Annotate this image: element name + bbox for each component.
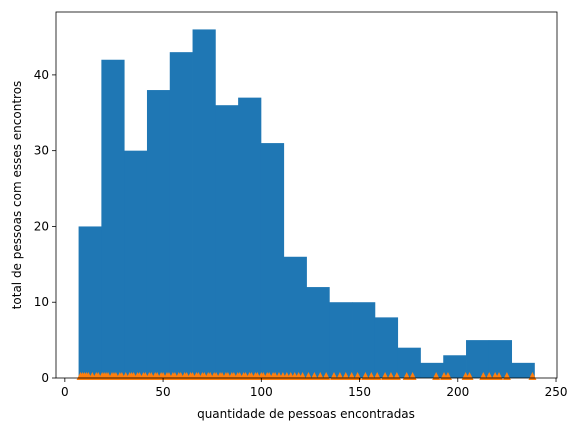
histogram-bar bbox=[101, 59, 125, 379]
histogram-bar bbox=[397, 347, 421, 378]
x-tick-label: 250 bbox=[545, 385, 568, 399]
histogram-bars bbox=[78, 29, 535, 379]
histogram-bar bbox=[192, 29, 216, 379]
histogram-bar bbox=[511, 362, 535, 378]
x-tick-label: 200 bbox=[446, 385, 469, 399]
y-tick-label: 30 bbox=[34, 144, 49, 158]
histogram-bar bbox=[283, 256, 307, 378]
x-axis-ticks: 0 50 100 150 200 250 bbox=[61, 378, 567, 399]
y-tick-label: 10 bbox=[34, 295, 49, 309]
histogram-bar bbox=[169, 52, 193, 378]
x-tick-label: 100 bbox=[250, 385, 273, 399]
y-axis-label: total de pessoas com esses encontros bbox=[10, 81, 24, 310]
y-tick-label: 20 bbox=[34, 219, 49, 233]
histogram-bar bbox=[124, 150, 148, 378]
histogram-bar bbox=[146, 90, 171, 379]
histogram-bar bbox=[215, 105, 239, 378]
x-tick-label: 0 bbox=[61, 385, 69, 399]
y-axis-ticks: 0 10 20 30 40 bbox=[34, 68, 56, 385]
histogram-bar bbox=[466, 340, 490, 378]
histogram-bar bbox=[488, 340, 513, 378]
histogram-bar bbox=[420, 362, 444, 378]
histogram-bar bbox=[329, 302, 353, 378]
x-axis-label: quantidade de pessoas encontradas bbox=[197, 407, 415, 421]
histogram-bar bbox=[374, 317, 399, 378]
histogram-bar bbox=[78, 226, 102, 378]
plot-frame bbox=[55, 11, 558, 379]
x-tick-label: 150 bbox=[348, 385, 371, 399]
y-tick-label: 0 bbox=[41, 371, 49, 385]
histogram-bar bbox=[443, 355, 467, 378]
histogram-bar bbox=[352, 302, 376, 378]
y-tick-label: 40 bbox=[34, 68, 49, 82]
histogram-bar bbox=[260, 143, 285, 378]
x-tick-label: 50 bbox=[155, 385, 170, 399]
histogram-bar bbox=[306, 287, 330, 378]
histogram-bar bbox=[238, 97, 262, 378]
